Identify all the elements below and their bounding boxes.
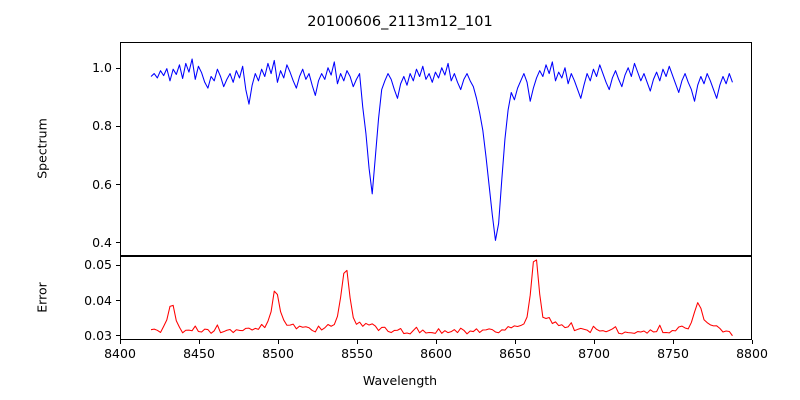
y-tick-label-error: 0.05 [84,257,112,273]
x-tick-label: 8400 [104,346,136,361]
y-tick-mark-error [116,264,120,267]
y-axis-label-error: Error [34,282,50,313]
x-tick-label: 8750 [657,346,689,361]
y-tick-label-spectrum: 0.8 [92,118,112,134]
y-tick-label-error: 0.04 [84,292,112,308]
x-tick-mark [672,340,674,344]
x-tick-mark [514,340,516,344]
y-axis-label-spectrum: Spectrum [34,118,50,179]
x-tick-mark [356,340,358,344]
x-axis-label: Wavelength [362,373,438,388]
x-tick-label: 8450 [183,346,215,361]
error-data-line [150,259,733,337]
x-tick-label: 8700 [578,346,610,361]
y-tick-mark-spectrum [116,125,120,128]
x-tick-mark [119,340,121,344]
x-tick-mark [277,340,279,344]
figure-title: 20100606_2113m12_101 [307,14,493,30]
y-tick-mark-spectrum [116,242,120,244]
x-tick-mark [751,340,753,344]
y-tick-mark-spectrum [116,67,120,69]
y-tick-mark-spectrum [116,184,120,186]
y-tick-mark-error [116,300,120,302]
x-tick-mark [435,340,437,344]
y-tick-mark-error [116,335,120,337]
y-tick-label-spectrum: 0.4 [92,234,112,250]
x-tick-mark [198,340,200,344]
error-plot-area [150,259,733,337]
spectrum-axes [120,42,752,256]
y-tick-label-spectrum: 0.6 [92,176,112,192]
x-tick-label: 8500 [262,346,294,361]
spectrum-plot-area [150,58,733,241]
x-tick-label: 8650 [499,346,531,361]
x-tick-label: 8600 [420,346,452,361]
spectrum-data-line [150,58,733,241]
x-tick-label: 8800 [736,346,768,361]
y-tick-label-error: 0.03 [84,327,112,343]
y-tick-label-spectrum: 1.0 [92,60,112,76]
error-axes [120,256,752,340]
x-tick-label: 8550 [341,346,373,361]
x-tick-mark [593,340,595,344]
